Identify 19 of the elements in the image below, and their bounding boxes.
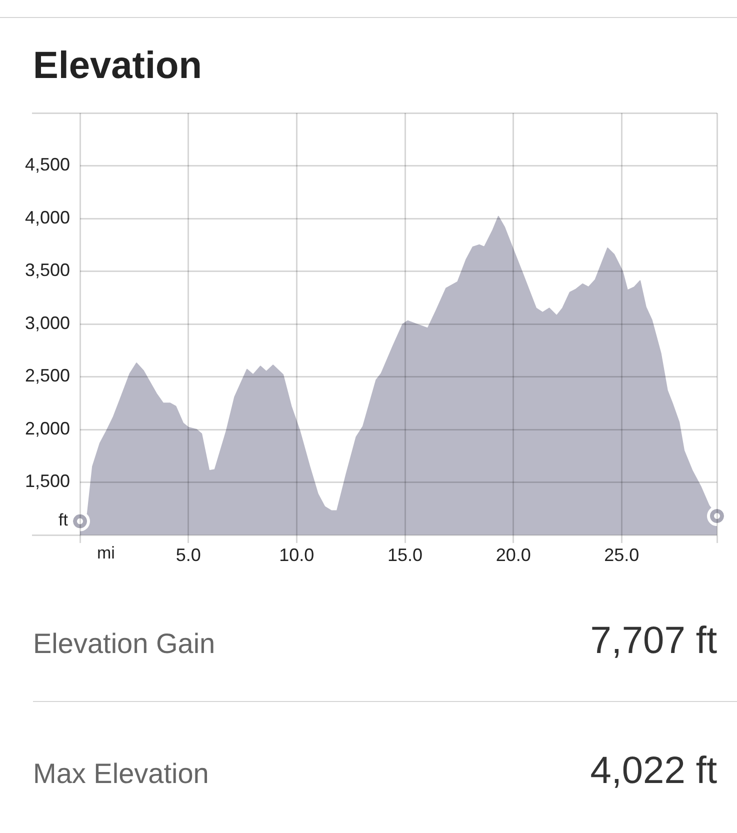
x-tick-label: 15.0 <box>387 544 423 565</box>
text: Max Elevation <box>33 758 209 789</box>
y-tick-label: 2,500 <box>24 366 70 386</box>
y-tick-label: 4,000 <box>24 207 70 228</box>
y-tick-label: 1,500 <box>24 471 70 492</box>
y-tick-label: 3,500 <box>24 260 70 280</box>
x-tick-label: 20.0 <box>496 544 531 565</box>
text: Elevation Gain <box>33 628 216 659</box>
y-tick-label: 2,000 <box>24 418 70 438</box>
y-axis-title: ft <box>58 510 68 530</box>
x-tick-label: 5.0 <box>176 544 201 565</box>
text: 7,707 ft <box>590 620 717 662</box>
x-tick-label: 25.0 <box>604 544 640 565</box>
x-tick-label: 10.0 <box>279 544 314 565</box>
y-tick-label: 3,000 <box>24 312 70 333</box>
x-axis-title: mi <box>97 544 115 563</box>
y-tick-label: 4,500 <box>24 154 70 175</box>
chart-title: Elevation <box>33 45 202 87</box>
text: 4,022 ft <box>590 750 717 792</box>
